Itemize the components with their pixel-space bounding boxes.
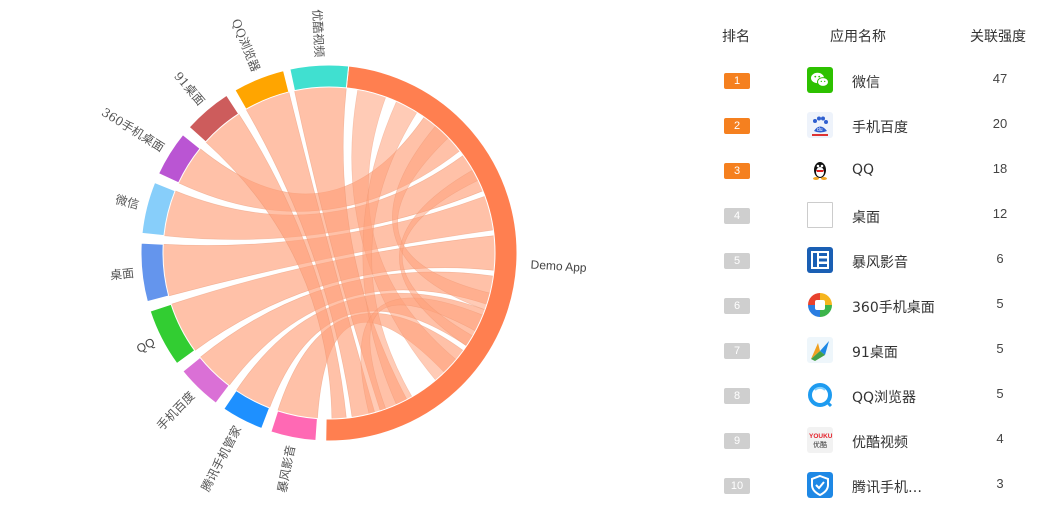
segment-label: 91桌面	[171, 69, 207, 108]
app-name: 91桌面	[852, 345, 898, 361]
segment-label: 桌面	[109, 266, 134, 282]
arc-91桌面[interactable]	[188, 94, 240, 143]
app-name: QQ	[852, 162, 875, 178]
baofeng-icon	[807, 247, 833, 273]
ranking-row: 2 du 手机百度 20	[700, 110, 1050, 155]
wechat-icon	[807, 67, 833, 93]
segment-label: 手机百度	[153, 388, 197, 433]
arc-微信[interactable]	[141, 181, 176, 237]
arc-手机百度[interactable]	[182, 356, 230, 404]
rank-badge: 10	[724, 478, 750, 494]
qq-penguin-icon	[807, 157, 833, 183]
tencent-guard-icon	[807, 472, 833, 498]
arc-QQ[interactable]	[149, 303, 196, 365]
baidu-icon: du	[807, 112, 833, 138]
svg-text:优酷: 优酷	[813, 440, 827, 449]
app-name: 优酷视频	[852, 435, 908, 451]
ranking-row: 8 QQ浏览器 5	[700, 380, 1050, 425]
segment-label: Demo App	[530, 258, 587, 275]
ribbons	[162, 86, 496, 420]
rank-badge: 5	[724, 253, 750, 269]
qq-browser-icon	[807, 382, 833, 408]
arc-桌面[interactable]	[140, 242, 170, 303]
strength-value: 3	[996, 476, 1004, 491]
rank-badge: 7	[724, 343, 750, 359]
ranking-row: 1 微信 47	[700, 65, 1050, 110]
arc-优酷视频[interactable]	[289, 64, 350, 92]
app-name: QQ浏览器	[852, 390, 917, 406]
app-name: 暴风影音	[852, 255, 908, 271]
91-launcher-icon	[807, 337, 833, 363]
strength-value: 5	[996, 341, 1004, 356]
app-name: 360手机桌面	[852, 300, 935, 316]
arc-Demo App[interactable]	[325, 65, 518, 442]
header-rank: 排名	[722, 29, 750, 45]
ranking-row: 9 YOUKU 优酷 优酷视频 4	[700, 425, 1050, 470]
strength-value: 5	[996, 296, 1004, 311]
strength-value: 4	[996, 431, 1004, 446]
rank-badge: 4	[724, 208, 750, 224]
ranking-header: 排名 应用名称 关联强度	[700, 18, 1050, 48]
rank-badge: 6	[724, 298, 750, 314]
strength-value: 6	[996, 251, 1004, 266]
arc-360手机桌面[interactable]	[157, 133, 201, 184]
arc-腾讯手机管家[interactable]	[223, 389, 271, 430]
360-launcher-icon	[807, 292, 833, 318]
ranking-row: 4 桌面 12	[700, 200, 1050, 245]
blank-icon	[807, 202, 833, 228]
chord-diagram: Demo App 暴风影音 腾讯手机管家 手机百度 QQ 桌面 微信 360手机桌面 91桌面 Q…	[99, 9, 587, 494]
strength-value: 5	[996, 386, 1004, 401]
app-name: 腾讯手机…	[852, 480, 922, 496]
segment-label: 360手机桌面	[99, 105, 167, 154]
rank-badge: 1	[724, 73, 750, 89]
ranking-row: 10 腾讯手机… 3	[700, 470, 1050, 515]
svg-text:du: du	[817, 127, 823, 133]
header-app-name: 应用名称	[830, 29, 886, 45]
ranking-row: 5 暴风影音 6	[700, 245, 1050, 290]
header-strength: 关联强度	[970, 29, 1026, 45]
rank-badge: 8	[724, 388, 750, 404]
strength-value: 20	[992, 116, 1008, 131]
segment-label: 暴风影音	[274, 444, 298, 494]
arc-暴风影音[interactable]	[270, 410, 318, 442]
rank-badge: 3	[724, 163, 750, 179]
ranking-row: 6 360手机桌面 5	[700, 290, 1050, 335]
rank-badge: 2	[724, 118, 750, 134]
rank-badge: 9	[724, 433, 750, 449]
ranking-table: 排名 应用名称 关联强度 1 微信 47 2 du 手机百度 20 3	[700, 18, 1050, 498]
ranking-row: 7 91桌面 5	[700, 335, 1050, 380]
segment-label: 微信	[114, 192, 141, 211]
segment-label: QQ	[134, 335, 157, 356]
segment-label: 腾讯手机管家	[198, 423, 245, 494]
youku-icon: YOUKU 优酷	[807, 427, 833, 453]
app-name: 微信	[852, 75, 880, 91]
strength-value: 18	[992, 161, 1008, 176]
segment-label: 优酷视频	[310, 9, 327, 58]
app-name: 手机百度	[852, 120, 908, 136]
strength-value: 47	[992, 71, 1008, 86]
app-name: 桌面	[852, 210, 880, 226]
arc-QQ浏览器[interactable]	[234, 69, 290, 110]
strength-value: 12	[992, 206, 1008, 221]
ranking-row: 3 QQ 18	[700, 155, 1050, 200]
segment-label: QQ浏览器	[229, 16, 264, 73]
svg-text:YOUKU: YOUKU	[809, 433, 833, 440]
